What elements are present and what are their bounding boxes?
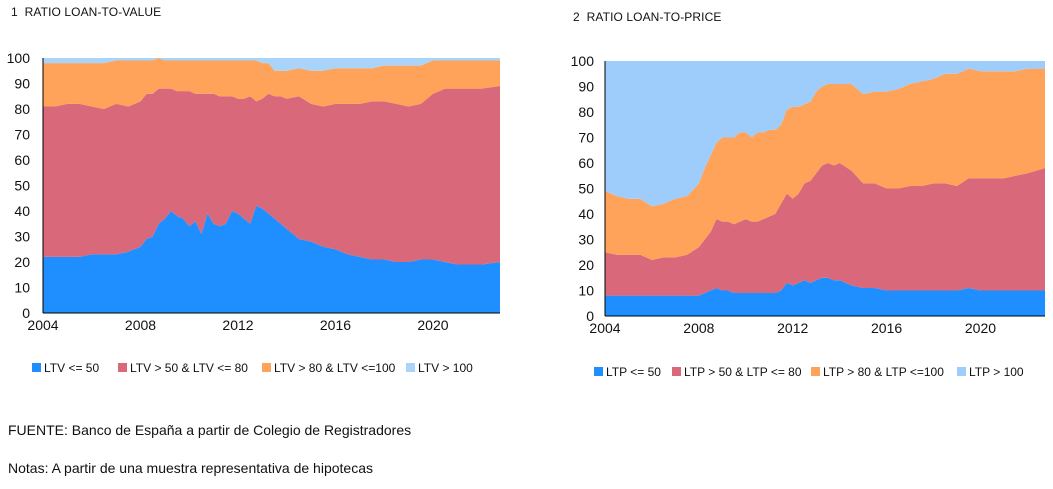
ltp-y-tick-label: 90 [578,79,594,95]
ltp-legend-swatch-3 [811,367,820,376]
ltv-y-tick-label: 20 [14,254,30,270]
ltp-legend-label-1: LTP <= 50 [606,365,661,379]
ltv-legend-label-1: LTV <= 50 [44,361,99,375]
ltv-x-tick-label: 2016 [320,317,351,333]
ltp-area-series-2 [605,163,1045,296]
ltp-y-tick-label: 10 [578,283,594,299]
ltp-y-tick-label: 100 [571,53,595,69]
ltv-y-tick-label: 100 [7,50,31,66]
ltv-y-tick-label: 30 [14,229,30,245]
ltp-legend-swatch-1 [594,367,603,376]
ltp-y-tick-label: 60 [578,155,594,171]
ltv-legend-label-4: LTV > 100 [418,361,473,375]
ltp-x-tick-label: 2012 [777,320,808,336]
ltp-x-tick-label: 2016 [871,320,902,336]
ltv-y-tick-label: 60 [14,152,30,168]
ltp-y-tick-label: 0 [586,308,594,324]
ltp-y-tick-label: 30 [578,232,594,248]
ltv-y-tick-label: 0 [22,305,30,321]
ltp-legend-label-3: LTP > 80 & LTP <=100 [823,365,944,379]
chart-2-title-text: RATIO LOAN-TO-PRICE [586,10,722,24]
ltp-x-tick-label: 2004 [589,320,620,336]
chart-2-number: 2 [573,10,580,24]
ltv-legend-swatch-2 [118,363,127,372]
ltv-legend-swatch-3 [262,363,271,372]
source-note: FUENTE: Banco de España a partir de Cole… [8,422,412,438]
ltv-area-series-2 [43,86,500,265]
ltv-x-tick-label: 2020 [417,317,448,333]
ltv-y-tick-label: 80 [14,101,30,117]
ltv-legend-swatch-4 [406,363,415,372]
ltp-y-tick-label: 70 [578,130,594,146]
ltp-area-series-4 [605,61,1045,207]
ltp-area-series-1 [605,277,1045,316]
ltv-area-series-3 [43,58,500,109]
ltv-legend-label-2: LTV > 50 & LTV <= 80 [130,361,248,375]
chart-1-number: 1 [11,5,18,19]
ltp-y-tick-label: 40 [578,206,594,222]
ltp-legend-swatch-2 [672,367,681,376]
chart-1-title: 1 RATIO LOAN-TO-VALUE [11,5,161,19]
ltp-y-tick-label: 20 [578,257,594,273]
ltv-y-tick-label: 90 [14,76,30,92]
chart-2-title: 2 RATIO LOAN-TO-PRICE [573,10,721,24]
ltv-area-series-4 [43,58,500,71]
ltp-y-tick-label: 50 [578,181,594,197]
ltv-x-tick-label: 2008 [125,317,156,333]
ltv-x-tick-label: 2004 [27,317,58,333]
ltp-x-tick-label: 2020 [965,320,996,336]
ltp-legend-swatch-4 [957,367,966,376]
ltp-y-tick-label: 80 [578,104,594,120]
ltp-legend-label-2: LTP > 50 & LTP <= 80 [684,365,802,379]
ltv-y-tick-label: 50 [14,178,30,194]
ltp-legend-label-4: LTP > 100 [969,365,1024,379]
ltv-y-tick-label: 70 [14,127,30,143]
ltv-legend-label-3: LTV > 80 & LTV <=100 [274,361,396,375]
notes-text: Notas: A partir de una muestra represent… [8,460,373,476]
ltp-area-series-3 [605,68,1045,260]
ltv-y-tick-label: 10 [14,280,30,296]
ltv-area-series-1 [43,205,500,313]
ltv-legend-swatch-1 [32,363,41,372]
ltv-y-tick-label: 40 [14,203,30,219]
ltv-x-tick-label: 2012 [222,317,253,333]
ltp-x-tick-label: 2008 [683,320,714,336]
chart-1-title-text: RATIO LOAN-TO-VALUE [24,5,162,19]
